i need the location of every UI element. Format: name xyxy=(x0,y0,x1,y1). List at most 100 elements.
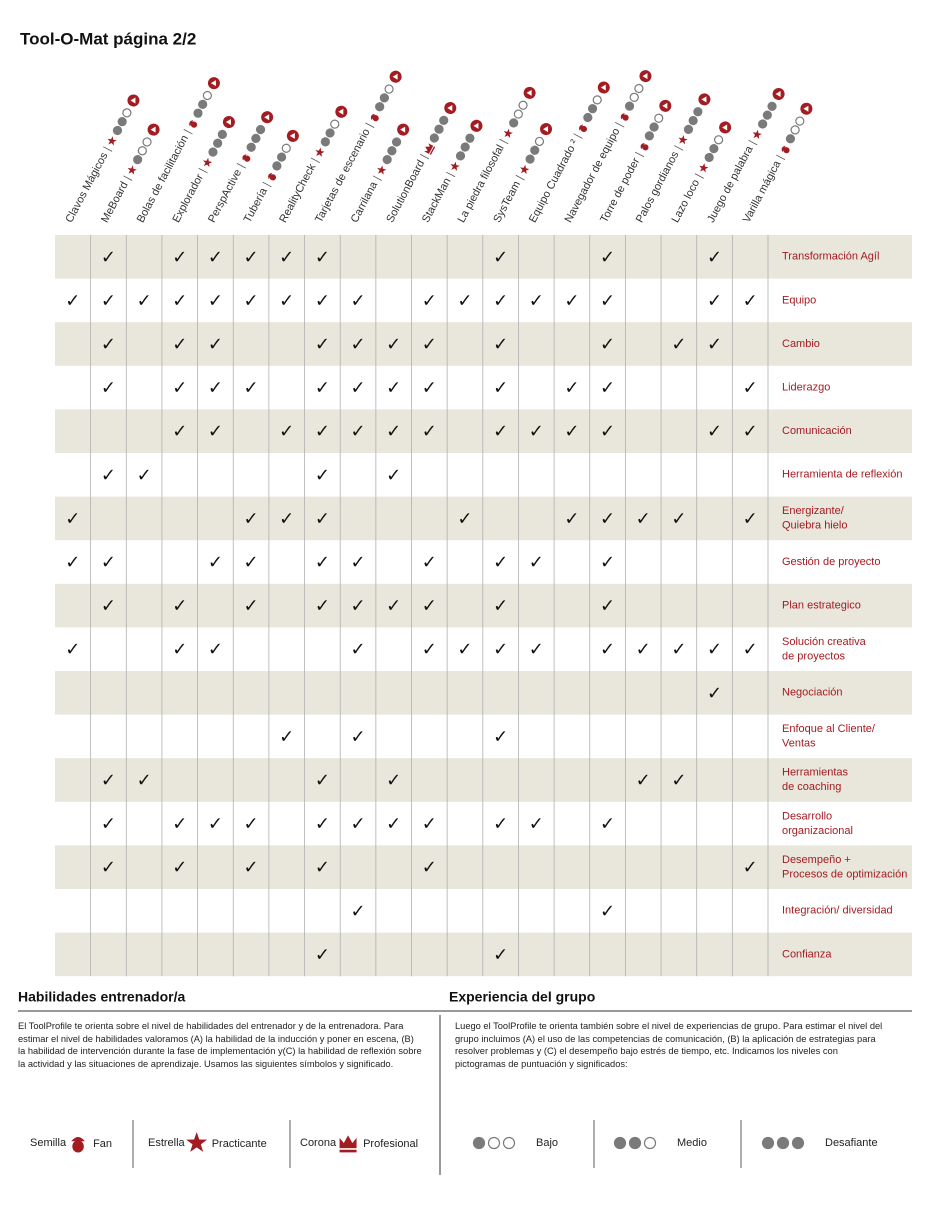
legend-label: Practicante xyxy=(212,1138,267,1150)
check: ✓ xyxy=(600,552,615,573)
check: ✓ xyxy=(208,639,223,660)
tool-name: StackMan xyxy=(420,176,454,225)
row-label: organizacional xyxy=(782,825,853,837)
check: ✓ xyxy=(244,378,259,399)
level-dot xyxy=(530,145,540,155)
check: ✓ xyxy=(172,857,187,878)
check: ✓ xyxy=(600,596,615,617)
check: ✓ xyxy=(707,421,722,442)
star xyxy=(186,1132,208,1152)
level-dot xyxy=(693,107,703,117)
level-dot xyxy=(613,1136,627,1150)
level-dot xyxy=(713,135,724,145)
tool-name: Explorador xyxy=(170,172,206,225)
check: ✓ xyxy=(315,334,330,355)
check: ✓ xyxy=(422,814,437,835)
check: ✓ xyxy=(350,334,365,355)
check: ✓ xyxy=(279,247,294,268)
level-dot xyxy=(592,95,602,105)
level-dot xyxy=(460,142,470,152)
star-icon xyxy=(127,165,137,175)
check: ✓ xyxy=(350,639,365,660)
star xyxy=(699,163,709,173)
check: ✓ xyxy=(386,770,401,791)
title: Tool-O-Mat página 2/2 xyxy=(20,29,196,48)
level-dot xyxy=(202,90,212,101)
check: ✓ xyxy=(600,334,615,355)
seed-body xyxy=(243,155,251,162)
level-dot xyxy=(465,133,475,143)
check: ✓ xyxy=(422,421,437,442)
check: ✓ xyxy=(493,726,508,747)
level-dot xyxy=(142,137,152,147)
level-dot xyxy=(472,1136,486,1150)
check: ✓ xyxy=(137,770,152,791)
check: ✓ xyxy=(350,552,365,573)
seed-body xyxy=(190,121,198,128)
link-arrow xyxy=(642,73,648,80)
check: ✓ xyxy=(101,770,116,791)
level-dot xyxy=(391,137,402,147)
row-label: Transformación Agíl xyxy=(782,251,879,263)
check: ✓ xyxy=(208,421,223,442)
link-arrow xyxy=(526,89,532,96)
check: ✓ xyxy=(493,290,508,311)
check: ✓ xyxy=(315,857,330,878)
tool-name: Varilla mágica xyxy=(741,158,784,225)
level-dot xyxy=(583,112,593,123)
seed-body xyxy=(372,115,379,122)
level-dot xyxy=(320,137,330,147)
star-icon xyxy=(503,128,513,138)
legend-label: Bajo xyxy=(536,1137,558,1149)
tool-name: SysTeam xyxy=(491,179,523,225)
link-arrow xyxy=(447,105,453,112)
level-dot xyxy=(654,113,664,123)
level-dot xyxy=(629,92,639,102)
check: ✓ xyxy=(101,290,116,311)
level-dot xyxy=(776,1136,790,1150)
check: ✓ xyxy=(101,596,116,617)
section-title: Experiencia del grupo xyxy=(449,989,595,1005)
star xyxy=(503,128,513,138)
link-arrow xyxy=(225,119,231,126)
link-arrow xyxy=(473,122,479,129)
crown-icon xyxy=(424,143,436,155)
check: ✓ xyxy=(707,683,722,704)
link-arrow xyxy=(543,126,549,133)
seed-icon xyxy=(71,1137,85,1153)
link-arrow xyxy=(600,84,606,91)
level-dot xyxy=(255,124,266,135)
check: ✓ xyxy=(493,552,508,573)
section-title: Habilidades entrenador/a xyxy=(18,989,185,1005)
separator xyxy=(236,163,246,169)
star-icon xyxy=(186,1132,208,1152)
tool-header: Explorador xyxy=(170,116,235,225)
seed-icon xyxy=(189,120,198,128)
check: ✓ xyxy=(529,552,544,573)
check: ✓ xyxy=(493,944,508,965)
star-icon xyxy=(450,161,460,171)
link-arrow xyxy=(338,108,344,115)
seed-body xyxy=(783,147,790,154)
check: ✓ xyxy=(350,421,365,442)
level-dot xyxy=(429,133,439,143)
level-dot xyxy=(325,128,335,138)
legend-label: Profesional xyxy=(363,1138,418,1150)
tool-name: RealityCheck xyxy=(277,161,318,224)
legend-label: Desafiante xyxy=(825,1137,878,1149)
level-dot xyxy=(434,124,444,134)
row-label: Equipo xyxy=(782,294,816,306)
check: ✓ xyxy=(315,944,330,965)
level-dot xyxy=(272,161,282,171)
check: ✓ xyxy=(208,814,223,835)
tool-header: Torre de poder xyxy=(598,99,672,225)
check: ✓ xyxy=(600,421,615,442)
check: ✓ xyxy=(671,508,686,529)
check: ✓ xyxy=(529,639,544,660)
level-dot xyxy=(587,104,598,114)
star xyxy=(315,147,325,157)
check: ✓ xyxy=(101,465,116,486)
check: ✓ xyxy=(172,247,187,268)
